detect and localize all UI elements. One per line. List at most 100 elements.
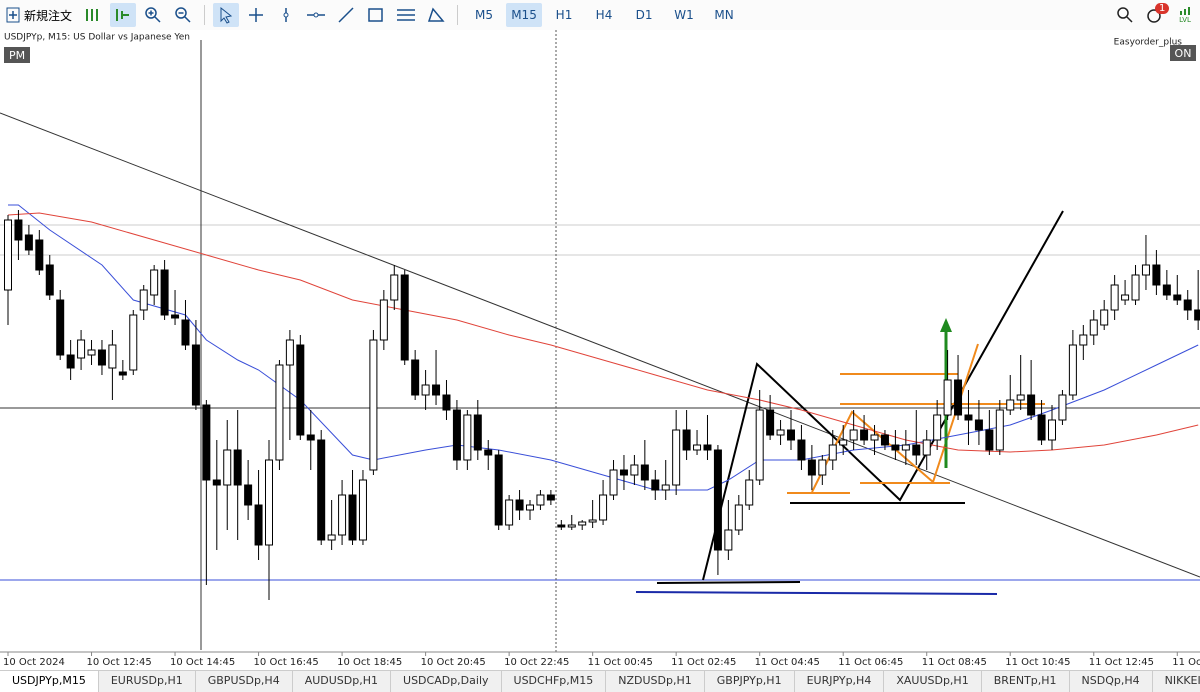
timeframe-button[interactable]: MN <box>706 3 742 27</box>
timeframe-button[interactable]: W1 <box>666 3 702 27</box>
timeframe-button[interactable]: H1 <box>546 3 582 27</box>
candle-body <box>746 480 753 505</box>
chart-tab[interactable]: XAUUSDp,H1 <box>884 671 981 692</box>
candle-body <box>276 365 283 460</box>
chart-tab[interactable]: GBPUSDp,H4 <box>196 671 293 692</box>
candle-body <box>704 445 711 450</box>
candle-body <box>464 415 471 460</box>
candle-body <box>78 340 85 358</box>
icon <box>247 6 265 24</box>
candle-body <box>892 445 899 450</box>
candle-body <box>1142 265 1149 275</box>
candle-body <box>662 485 669 490</box>
new-order-button[interactable]: 新規注文 <box>2 3 76 27</box>
fibonacci-button[interactable] <box>393 3 419 27</box>
chart-tab[interactable]: BRENTp,H1 <box>982 671 1070 692</box>
horizontal-line-button[interactable] <box>303 3 329 27</box>
chart-tab[interactable]: EURUSDp,H1 <box>99 671 196 692</box>
x-tick-label: 10 Oct 14:45 <box>170 657 235 668</box>
candle-body <box>380 300 387 340</box>
x-tick-label: 11 Oct 02:45 <box>671 657 736 668</box>
candle-body <box>641 465 648 480</box>
candle-body <box>725 530 732 550</box>
chart-shift-button[interactable] <box>110 3 136 27</box>
icon <box>305 6 327 24</box>
timeframe-button[interactable]: D1 <box>626 3 662 27</box>
candle-body <box>98 350 105 365</box>
candle-body <box>913 445 920 455</box>
level-button[interactable]: LVL <box>1172 3 1198 27</box>
candle-body <box>871 435 878 440</box>
candle-body <box>840 440 847 445</box>
notification-count: 1 <box>1155 3 1169 14</box>
chart-tab[interactable]: NIKKEIp,H1 <box>1153 671 1200 692</box>
candle-body <box>1153 265 1160 285</box>
icon <box>144 6 162 24</box>
candle-body <box>25 235 32 250</box>
candle-body <box>192 345 199 405</box>
timeframe-button[interactable]: H4 <box>586 3 622 27</box>
chart-tab[interactable]: NSDQp,H4 <box>1070 671 1153 692</box>
candle-body <box>1101 310 1108 325</box>
zoom-out-button[interactable] <box>170 3 196 27</box>
candle-body <box>15 220 22 240</box>
candle-body <box>1132 275 1139 300</box>
timeframe-button[interactable]: M5 <box>466 3 502 27</box>
candle-body <box>589 520 596 522</box>
search-button[interactable] <box>1112 3 1138 27</box>
channel-button[interactable] <box>363 3 389 27</box>
trendline-button[interactable] <box>333 3 359 27</box>
candle-body <box>224 450 231 485</box>
zoom-in-button[interactable] <box>140 3 166 27</box>
candle-body <box>1028 395 1035 415</box>
candle-body <box>537 495 544 505</box>
icon <box>174 6 192 24</box>
candle-body <box>370 340 377 470</box>
cursor-button[interactable] <box>213 3 239 27</box>
candle-body <box>923 440 930 455</box>
new-order-icon <box>6 7 20 23</box>
vertical-line-button[interactable] <box>273 3 299 27</box>
chart-tab[interactable]: USDCHFp,M15 <box>502 671 607 692</box>
candle-body <box>443 395 450 410</box>
chart-tab[interactable]: NZDUSDp,H1 <box>606 671 705 692</box>
x-tick-label: 11 Oct 10:45 <box>1005 657 1070 668</box>
chart-background <box>0 30 1200 670</box>
candle-body <box>861 430 868 440</box>
candle-body <box>558 525 565 527</box>
candle-body <box>172 315 179 318</box>
chart: USDJPYp, M15: US Dollar vs Japanese Yen … <box>0 30 1200 670</box>
chart-tab[interactable]: GBPJPYp,H1 <box>705 671 795 692</box>
candle-body <box>600 495 607 520</box>
candle-body <box>714 450 721 550</box>
candle-body <box>652 480 659 490</box>
timeframe-button[interactable]: M15 <box>506 3 542 27</box>
chart-tab[interactable]: AUDUSDp,H1 <box>293 671 391 692</box>
candle-body <box>1122 295 1129 300</box>
icon <box>277 6 295 24</box>
candle-body <box>140 290 147 310</box>
candle-body <box>1007 400 1014 410</box>
candle-body <box>286 340 293 365</box>
notifications-button[interactable]: 1 <box>1142 3 1168 27</box>
candle-body <box>1038 415 1045 440</box>
shapes-button[interactable] <box>423 3 449 27</box>
candle-body <box>5 220 12 290</box>
candle-body <box>109 345 116 368</box>
chart-tab[interactable]: USDJPYp,M15 <box>0 671 99 692</box>
algo-trading-button[interactable] <box>80 3 106 27</box>
x-tick-label: 10 Oct 20:45 <box>421 657 486 668</box>
candle-body <box>255 505 262 545</box>
candle-body <box>495 455 502 525</box>
chart-tab[interactable]: USDCADp,Daily <box>391 671 502 692</box>
candle-body <box>1111 285 1118 310</box>
candle-body <box>756 410 763 480</box>
crosshair-button[interactable] <box>243 3 269 27</box>
chart-tab[interactable]: EURJPYp,H4 <box>795 671 885 692</box>
candle-body <box>986 430 993 450</box>
candle-body <box>203 405 210 480</box>
expert-badge: ON <box>1175 47 1192 60</box>
candle-body <box>673 430 680 485</box>
candle-body <box>819 460 826 475</box>
candle-body <box>412 360 419 395</box>
